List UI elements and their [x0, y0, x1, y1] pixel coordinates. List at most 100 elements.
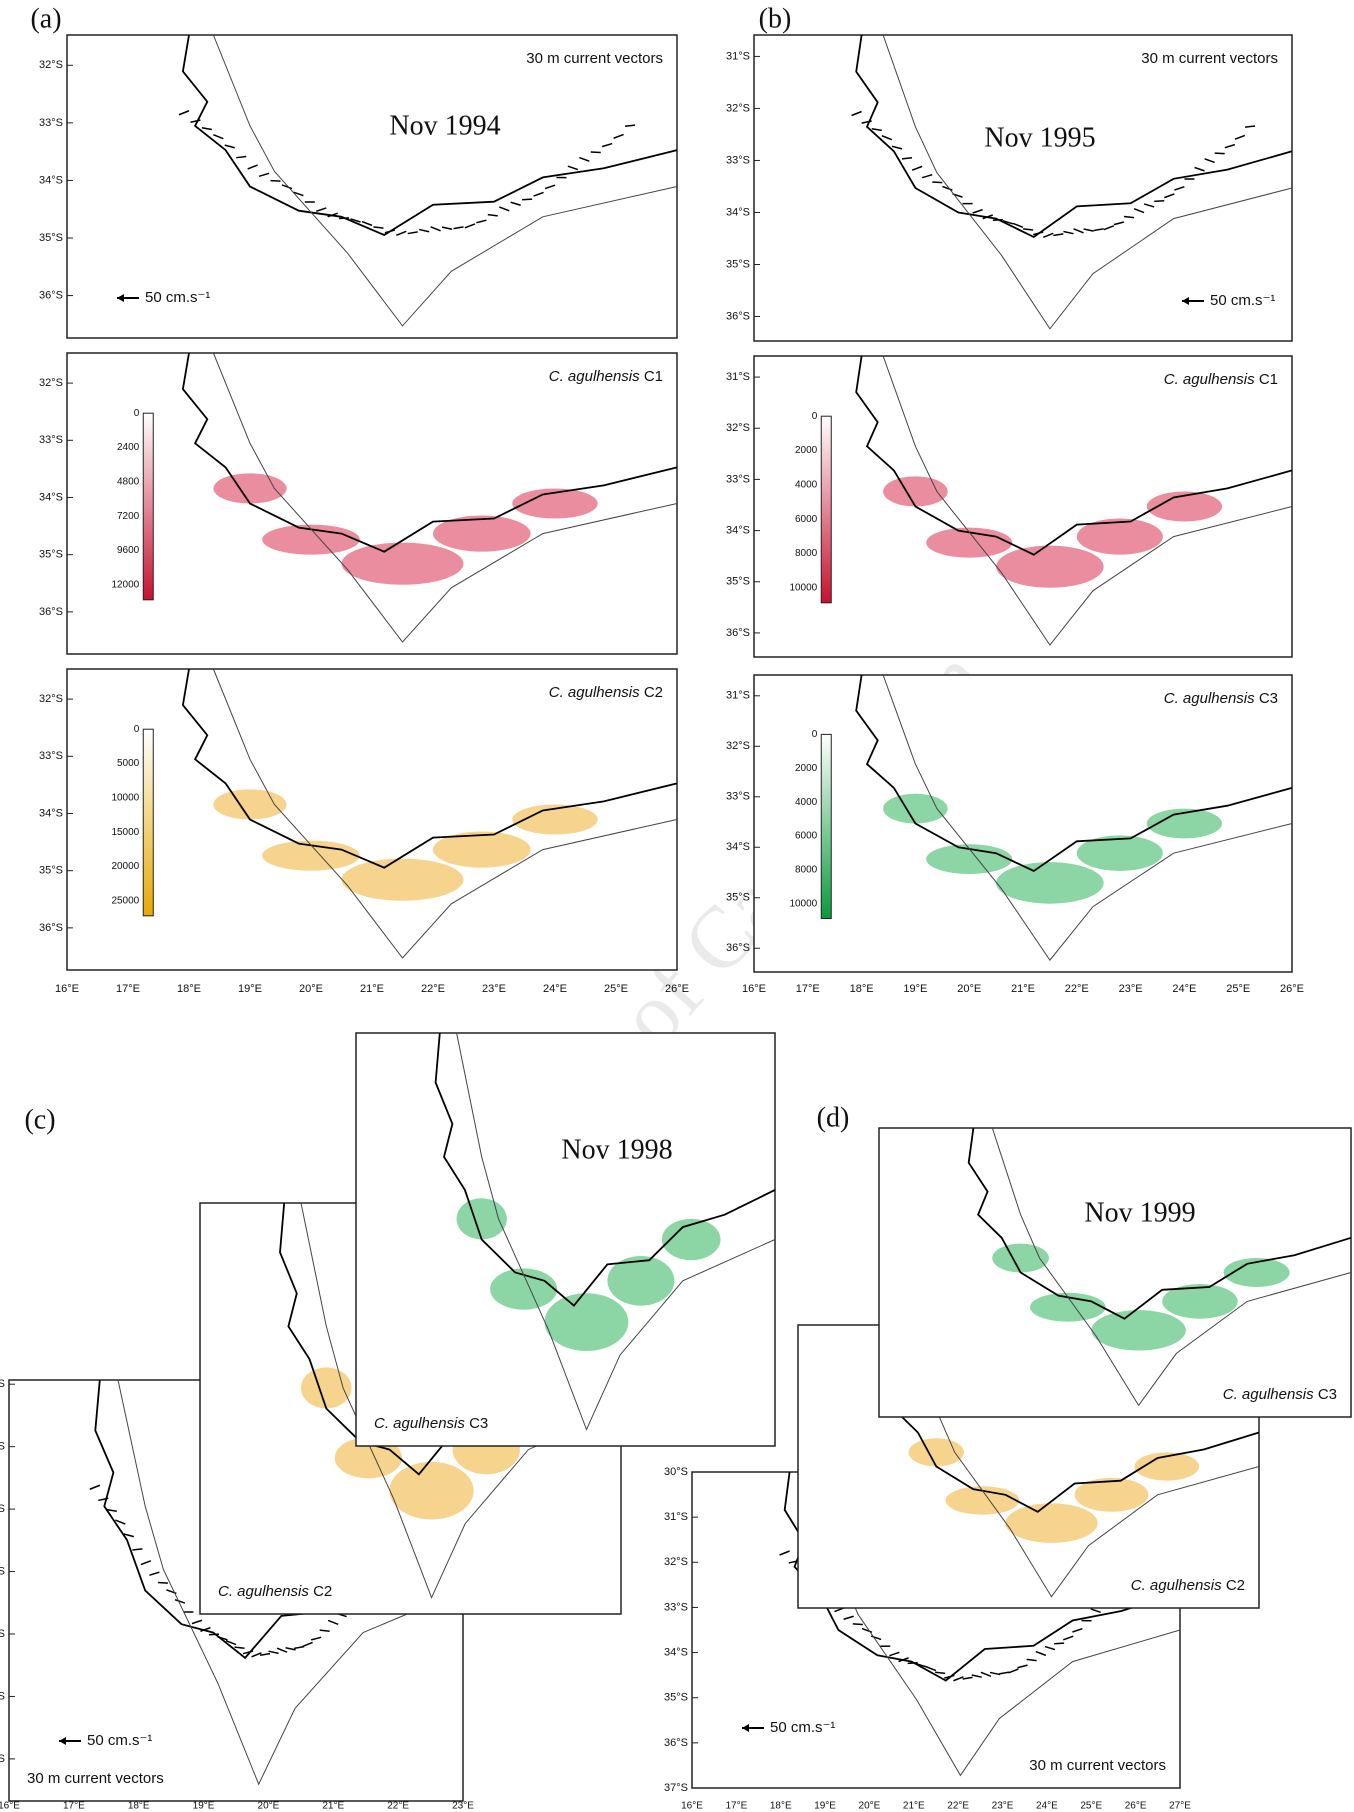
current-vector [962, 1676, 973, 1680]
current-vector [149, 1571, 160, 1576]
colorbar-label: 4000 [795, 797, 818, 808]
x-tick-label: 16°E [55, 983, 79, 995]
x-tick-label: 24°E [543, 983, 567, 995]
current-vector [319, 1629, 330, 1632]
plot-caption: C. agulhensis C3 [1223, 1386, 1337, 1403]
current-vector [213, 134, 224, 140]
plot-caption: C. agulhensis C2 [218, 1583, 332, 1600]
y-tick-label: 35°S [39, 865, 63, 877]
current-vector [200, 1626, 211, 1632]
coastline [181, 668, 678, 869]
x-tick-label: 16°E [742, 983, 766, 995]
current-vector [1083, 228, 1094, 232]
current-vector [624, 124, 636, 127]
y-tick-label: 33°S [39, 750, 63, 762]
species-name: C. agulhensis [549, 684, 640, 701]
current-vector [925, 1666, 937, 1672]
plot-caption: C. agulhensis C1 [549, 368, 663, 385]
current-vector [1073, 228, 1084, 234]
stage-name: C3 [1318, 1386, 1337, 1403]
current-vector [268, 1650, 279, 1655]
current-vector [132, 1548, 143, 1551]
map-plot: C. agulhensis C3 [878, 1127, 1352, 1418]
current-vector [487, 213, 498, 217]
x-tick-label: 19°E [903, 983, 927, 995]
x-tick-label: 23°E [452, 1801, 474, 1812]
map-plot: 32°S 33°S 34°S 35°S 36°S C. agulhensis C2 0 500… [39, 668, 678, 971]
x-tick-label: 25°E [604, 983, 628, 995]
current-vector [123, 1533, 135, 1538]
y-tick-label: 36°S [39, 922, 63, 934]
shelf-isobath [117, 1379, 464, 1786]
x-tick-label: 20°E [299, 983, 323, 995]
species-name: C. agulhensis [218, 1583, 309, 1600]
current-vector [1103, 225, 1115, 231]
abundance-patch [512, 488, 598, 519]
current-vector [911, 165, 923, 171]
x-tick-label: 27°E [1169, 1801, 1191, 1812]
current-vector [115, 1519, 126, 1525]
colorbar-label: 8000 [795, 548, 818, 559]
current-vector [247, 164, 258, 170]
current-vector [236, 155, 247, 159]
current-vector [293, 191, 304, 197]
current-vector [350, 218, 361, 223]
abundance-patch [1074, 1477, 1149, 1512]
x-tick-label: 22°E [387, 1801, 409, 1812]
colorbar-label: 2000 [795, 763, 818, 774]
x-tick-label: 18°E [770, 1801, 792, 1812]
current-vector [851, 110, 862, 117]
current-vector [852, 1623, 863, 1626]
x-tick-label: 26°E [1125, 1801, 1147, 1812]
x-tick-label: 19°E [193, 1801, 215, 1812]
coastline [434, 1032, 776, 1307]
y-tick-label: 32°S [39, 693, 63, 705]
current-vector [1174, 185, 1185, 191]
y-tick-label: 33°S [726, 473, 750, 485]
current-vector [373, 226, 384, 229]
colorbar-label: 0 [134, 408, 140, 419]
stage-name: C1 [644, 368, 663, 385]
current-vector [972, 208, 983, 214]
y-tick-label: 36°S [0, 1753, 5, 1765]
current-vector [953, 1676, 964, 1682]
current-vector [1063, 230, 1074, 235]
scale-label: 50 cm.s⁻¹ [1210, 292, 1275, 309]
shelf-isobath [991, 1127, 1352, 1407]
current-vector [533, 191, 544, 197]
current-vector [498, 206, 510, 212]
map-plot: 32°S 33°S 34°S 35°S 36°S 30 m current vectors… [39, 34, 678, 339]
x-tick-label: 17°E [796, 983, 820, 995]
y-tick-label: 35°S [726, 576, 750, 588]
current-vector [259, 1652, 271, 1656]
y-tick-label: 36°S [664, 1737, 688, 1749]
current-vector [224, 144, 235, 149]
abundance-patch [1162, 1284, 1238, 1319]
abundance-patch [883, 476, 948, 507]
x-tick-label: 19°E [814, 1801, 836, 1812]
y-tick-label: 35°S [0, 1690, 5, 1702]
stage-name: C2 [313, 1583, 332, 1600]
x-tick-label: 21°E [360, 983, 384, 995]
abundance-patch [544, 1293, 629, 1352]
species-name: C. agulhensis [549, 368, 640, 385]
x-tick-label: 22°E [947, 1801, 969, 1812]
abundance-patch [1146, 491, 1223, 522]
plot-caption: 30 m current vectors [1029, 1757, 1166, 1774]
y-tick-label: 35°S [39, 549, 63, 561]
map-frame [66, 34, 678, 339]
current-vector [89, 1484, 101, 1490]
current-vector [1143, 203, 1155, 208]
current-vector [1204, 158, 1215, 164]
stage-name: C1 [1259, 371, 1278, 388]
abundance-patch [883, 793, 948, 824]
current-vector [1234, 134, 1246, 140]
y-tick-label: 31°S [726, 690, 750, 702]
panel-label: (b) [759, 3, 792, 34]
species-name: C. agulhensis [1164, 690, 1255, 707]
current-vector [302, 1641, 313, 1648]
x-tick-label: 25°E [1080, 1801, 1102, 1812]
abundance-patch [433, 515, 531, 552]
abundance-patch [1134, 1452, 1200, 1481]
scale-arrowhead [59, 1737, 66, 1745]
